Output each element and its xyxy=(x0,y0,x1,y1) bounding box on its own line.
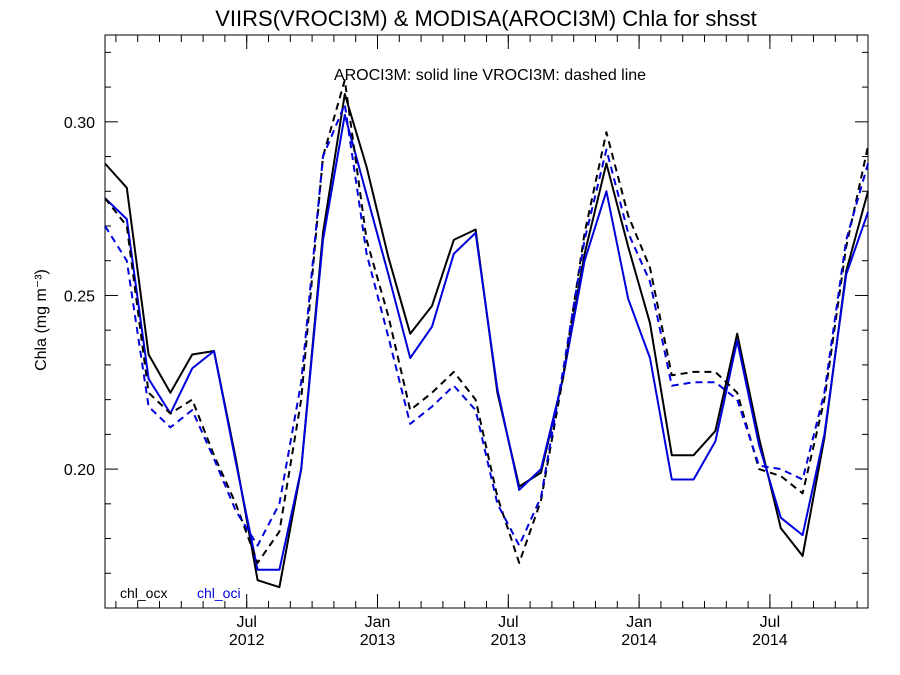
y-tick-label: 0.20 xyxy=(64,462,95,479)
x-tick-month-label: Jan xyxy=(626,614,652,631)
x-tick-month-label: Jul xyxy=(498,614,518,631)
series-line-chl-oci-dashed xyxy=(104,103,869,547)
y-axis-label: Chla (mg m⁻³) xyxy=(33,269,50,371)
plot-frame xyxy=(104,34,869,609)
x-tick-year-label: 2013 xyxy=(360,632,396,649)
y-tick-label: 0.25 xyxy=(64,288,95,305)
legend-label-chl-oci: chl_oci xyxy=(197,585,241,601)
x-tick-month-label: Jan xyxy=(365,614,391,631)
series-line-chl-ocx-solid xyxy=(104,93,869,589)
legend-label-chl-ocx: chl_ocx xyxy=(120,585,167,601)
series-line-chl-oci-solid xyxy=(104,113,869,571)
x-tick-year-label: 2012 xyxy=(229,632,265,649)
x-tick-year-label: 2014 xyxy=(752,632,788,649)
series-line-chl-ocx-dashed xyxy=(104,79,869,564)
x-tick-month-label: Jul xyxy=(760,614,780,631)
series-layer xyxy=(104,79,869,589)
y-tick-label: 0.30 xyxy=(64,115,95,132)
y-axis: 0.20 0.25 0.30 xyxy=(64,51,868,574)
x-tick-year-label: 2014 xyxy=(621,632,657,649)
x-tick-year-label: 2013 xyxy=(491,632,527,649)
legend: chl_ocx chl_oci xyxy=(120,585,241,601)
chart-subtitle: AROCI3M: solid line VROCI3M: dashed line xyxy=(334,67,646,84)
chart-title: VIIRS(VROCI3M) & MODISA(AROCI3M) Chla fo… xyxy=(215,6,757,31)
x-tick-month-label: Jul xyxy=(236,614,256,631)
